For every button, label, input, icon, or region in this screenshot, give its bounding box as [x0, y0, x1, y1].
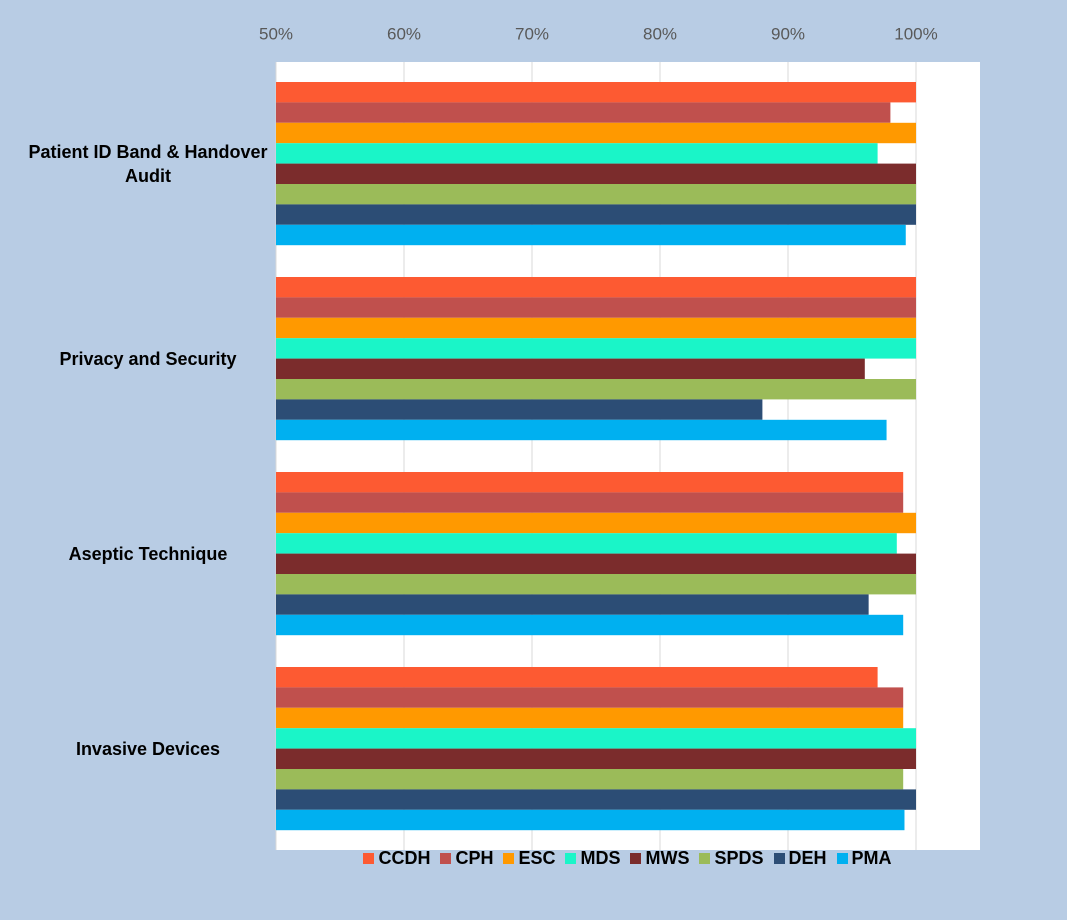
bar [276, 492, 904, 513]
bar [276, 614, 904, 636]
legend-label: CCDH [378, 848, 431, 868]
bar [276, 317, 916, 339]
bar [276, 748, 916, 769]
bar [276, 512, 916, 534]
bar [276, 594, 869, 615]
bar [276, 707, 904, 729]
legend-label: MDS [580, 848, 621, 868]
x-tick-label: 70% [515, 24, 549, 43]
bar [276, 399, 763, 420]
bar [276, 297, 916, 318]
legend-item: DEH [773, 848, 827, 869]
legend-item: CCDH [363, 848, 430, 869]
category-label: Invasive Devices [75, 738, 221, 759]
bar [276, 809, 905, 831]
bar [276, 122, 916, 144]
legend-swatch [440, 853, 452, 864]
x-tick-label: 80% [643, 24, 677, 43]
legend-label: DEH [788, 848, 827, 868]
x-tick-label: 90% [771, 24, 805, 43]
bar [276, 574, 916, 595]
bar [276, 102, 891, 123]
legend-item: PMA [836, 848, 892, 869]
bar [276, 143, 878, 164]
bar [276, 184, 916, 205]
legend-swatch [503, 853, 515, 864]
bar [276, 163, 916, 184]
legend-swatch [836, 853, 848, 864]
bar [276, 789, 916, 810]
bar [276, 419, 887, 441]
category-label: Aseptic Technique [68, 543, 228, 564]
bar [276, 533, 897, 554]
x-tick-label: 60% [387, 24, 421, 43]
bar [276, 379, 916, 400]
bar [276, 553, 916, 574]
bar [276, 769, 904, 790]
legend-label: MWS [645, 848, 690, 868]
bar [276, 667, 878, 688]
legend-swatch [773, 853, 785, 864]
legend: CCDH CPH ESC MDS MWS SPDS DEH PMA [275, 848, 980, 869]
legend-swatch [565, 853, 577, 864]
bar [276, 358, 865, 379]
bar [276, 224, 906, 246]
legend-item: SPDS [699, 848, 764, 869]
x-tick-label: 50% [259, 24, 293, 43]
category-label: Patient ID Band & Handover Audit [28, 141, 268, 186]
legend-label: SPDS [714, 848, 764, 868]
bar [276, 687, 904, 708]
bar [276, 82, 916, 103]
category-label: Privacy and Security [59, 348, 237, 369]
x-tick-label: 100% [894, 24, 937, 43]
legend-label: CPH [455, 848, 494, 868]
bar [276, 472, 904, 493]
legend-swatch [363, 853, 375, 864]
legend-label: ESC [518, 848, 556, 868]
legend-item: CPH [440, 848, 493, 869]
bar [276, 277, 916, 298]
legend-swatch [630, 853, 642, 864]
bar [276, 204, 916, 225]
bar [276, 338, 916, 359]
legend-item: ESC [503, 848, 555, 869]
legend-item: MDS [565, 848, 620, 869]
legend-label: PMA [851, 848, 892, 868]
legend-swatch [699, 853, 711, 864]
bar [276, 728, 916, 749]
legend-item: MWS [630, 848, 689, 869]
